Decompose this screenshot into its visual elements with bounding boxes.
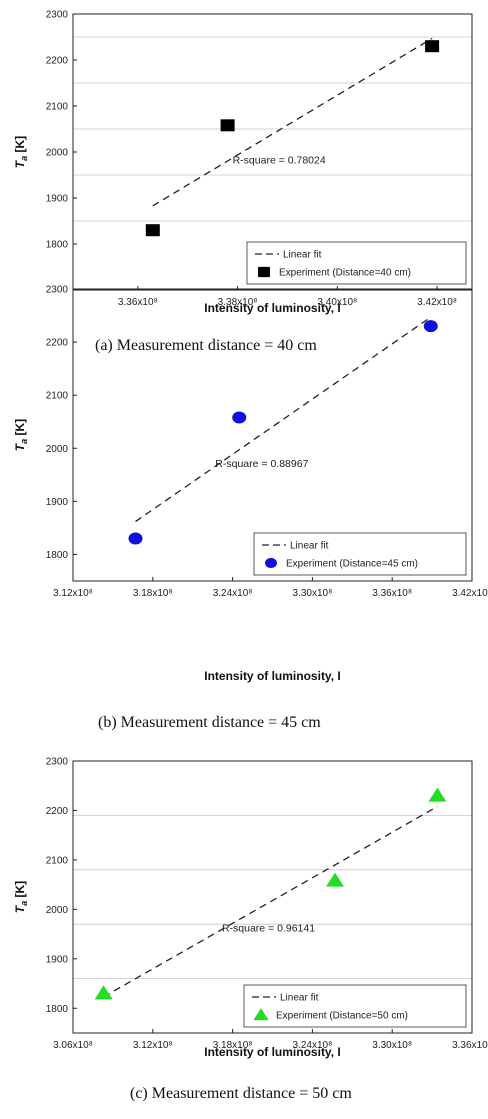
y-tick-label: 2200 (46, 56, 69, 67)
chart-2: 1800 1900 2000 2100 2200 2300 3.12x10⁸ 3.18x10⁸… (13, 285, 488, 732)
legend-box (253, 532, 467, 576)
y-tick-label: 2300 (46, 10, 69, 21)
chart-3: 1800 1900 2000 2100 2200 2300 3.06x10⁸ 3.12x10⁸… (13, 757, 488, 1103)
legend-marker-swatch (258, 266, 270, 278)
x-tick-label: 3.12x10⁸ (133, 1040, 173, 1051)
r-square-annotation: R-square = 0.78024 (233, 155, 326, 167)
x-tick-label: 3.30x10⁸ (372, 1040, 412, 1051)
legend-fit-label: Linear fit (283, 250, 322, 261)
y-tick-label: 2300 (46, 757, 69, 768)
legend-marker-swatch (253, 1008, 269, 1021)
x-tick-label: 3.18x10⁸ (213, 1040, 253, 1051)
caption: (a) Measurement distance = 40 cm (95, 337, 317, 354)
legend: Linear fit Experiment (Distance=45 cm) (253, 532, 467, 576)
y-tick-label: 1800 (46, 1004, 69, 1015)
legend-series-label: Experiment (Distance=40 cm) (279, 268, 411, 279)
legend-box (243, 984, 467, 1028)
legend-series-label: Experiment (Distance=50 cm) (276, 1011, 408, 1022)
y-tick-label: 2200 (46, 806, 69, 817)
caption: (c) Measurement distance = 50 cm (130, 1085, 352, 1102)
y-tick-label: 1900 (46, 194, 69, 205)
plot-frame (72, 288, 473, 582)
y-tick-label: 2000 (46, 444, 69, 455)
data-point (428, 787, 447, 802)
x-axis-label: Intensity of luminosity, I (204, 1045, 340, 1059)
y-tick-label: 2200 (46, 338, 69, 349)
data-point (423, 320, 438, 333)
x-tick-label: 3.36x10⁸ (372, 588, 412, 599)
data-point (425, 40, 440, 53)
x-tick-label: 3.30x10⁸ (292, 588, 332, 599)
linear-fit-line (152, 37, 433, 207)
caption: (b) Measurement distance = 45 cm (98, 714, 321, 731)
x-tick-label: 3.18x10⁸ (133, 588, 173, 599)
y-tick-label: 1800 (46, 550, 69, 561)
y-axis-label: Ta [K] (13, 419, 29, 451)
legend-series-label: Experiment (Distance=45 cm) (286, 559, 418, 570)
plot-frame (72, 760, 473, 1034)
legend: Linear fit Experiment (Distance=40 cm) (246, 241, 467, 285)
x-tick-label: 3.36x10⁸ (452, 1040, 488, 1051)
r-square-annotation: R-square = 0.96141 (222, 923, 315, 935)
data-point (94, 985, 113, 1000)
x-tick-label: 3.12x10⁸ (53, 588, 93, 599)
y-tick-label: 2100 (46, 102, 69, 113)
y-tick-label: 1900 (46, 954, 69, 965)
data-point (128, 532, 143, 545)
y-tick-label: 1900 (46, 497, 69, 508)
x-tick-label: 3.42x10⁸ (452, 588, 488, 599)
x-tick-label: 3.40x10⁸ (317, 297, 357, 308)
legend: Linear fit Experiment (Distance=50 cm) (243, 984, 467, 1028)
data-point (232, 411, 247, 424)
legend-fit-label: Linear fit (280, 993, 319, 1004)
y-tick-label: 2100 (46, 391, 69, 402)
y-tick-label: 2100 (46, 855, 69, 866)
legend-marker-swatch (265, 557, 277, 569)
y-tick-label: 2300 (46, 285, 69, 296)
data-point (220, 119, 235, 132)
legend-box (246, 241, 467, 285)
legend-fit-label: Linear fit (290, 541, 329, 552)
x-tick-label: 3.24x10⁸ (292, 1040, 332, 1051)
linear-fit-line (103, 805, 438, 998)
x-tick-label: 3.36x10⁸ (118, 297, 158, 308)
x-tick-label: 3.42x10⁸ (417, 297, 457, 308)
chart-1: 1800 1900 2000 2100 2200 2300 3.36x10⁸ 3.38x10⁸… (13, 10, 473, 354)
data-point (145, 224, 160, 237)
x-axis-label: Intensity of luminosity, I (204, 301, 340, 315)
x-axis-label: Intensity of luminosity, I (204, 669, 340, 683)
r-square-annotation: R-square = 0.88967 (215, 458, 308, 470)
y-tick-label: 2000 (46, 148, 69, 159)
y-axis-label: Ta [K] (13, 881, 29, 913)
x-tick-label: 3.06x10⁸ (53, 1040, 93, 1051)
y-tick-label: 2000 (46, 905, 69, 916)
y-tick-label: 1800 (46, 240, 69, 251)
x-tick-label: 3.38x10⁸ (218, 297, 258, 308)
x-tick-label: 3.24x10⁸ (213, 588, 253, 599)
data-point (326, 872, 345, 887)
y-axis-label: Ta [K] (13, 136, 29, 168)
